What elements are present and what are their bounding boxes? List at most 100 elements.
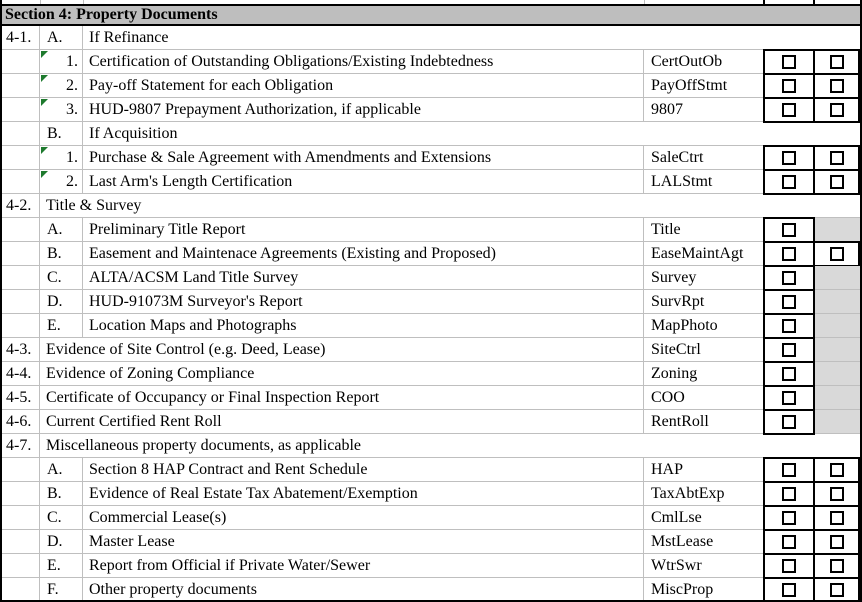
gridline [83,0,84,4]
checkbox-icon[interactable] [829,583,844,597]
error-indicator-icon [41,171,48,178]
checkbox-icon[interactable] [829,103,844,117]
checkbox-cell-col1[interactable] [763,241,815,267]
checkbox-icon[interactable] [829,487,844,501]
checkbox-cell-col1[interactable] [763,529,815,555]
item-description: Certificate of Occupancy or Final Inspec… [40,386,644,409]
checkbox-cell-col2[interactable] [813,529,860,555]
checkbox-cell-col2[interactable] [813,241,860,267]
table-row: A. Preliminary Title Report Title [2,217,860,243]
checkbox-column-border [813,0,815,4]
item-letter-cell: 1. [40,50,83,73]
checkbox-icon[interactable] [782,463,796,477]
item-description: Last Arm's Length Certification [83,170,644,193]
checkbox-cell-col2[interactable] [813,577,860,602]
checkbox-icon[interactable] [782,151,796,165]
item-number-cell: 4-1. [2,26,40,49]
checkbox-cell-col1[interactable] [763,145,815,171]
checkbox-cell-col1[interactable] [763,97,815,123]
na-shaded-cell [815,218,860,241]
checkbox-icon[interactable] [782,223,796,237]
checkbox-cell-col1[interactable] [763,577,815,602]
checkbox-cell-col1[interactable] [763,481,815,507]
item-number-cell [2,170,40,193]
checkbox-cell-col1[interactable] [763,361,815,387]
item-code: CmlLse [651,509,702,526]
checkbox-icon[interactable] [829,535,844,549]
checkbox-cell-col1[interactable] [763,457,815,483]
checkbox-icon[interactable] [782,55,796,69]
checkbox-icon[interactable] [782,535,796,549]
checkbox-icon[interactable] [829,463,844,477]
checkbox-cell-col2[interactable] [813,145,860,171]
item-number-cell [2,122,40,145]
checkbox-cell-col1[interactable] [763,73,815,99]
checkbox-icon[interactable] [782,295,796,309]
item-letter-cell: A. [40,218,83,241]
checkbox-cell-col1[interactable] [763,313,815,339]
checkbox-cell-col2[interactable] [813,169,860,195]
checkbox-icon[interactable] [829,175,844,189]
na-shaded-cell [815,386,860,409]
checkbox-icon[interactable] [782,415,796,429]
checkbox-cell-col1[interactable] [763,217,815,243]
checkbox-icon[interactable] [782,343,796,357]
table-row: 1. Certification of Outstanding Obligati… [2,49,860,75]
checkbox-icon[interactable] [782,247,796,261]
table-row: 4-4. Evidence of Zoning Compliance Zonin… [2,361,860,387]
checkbox-cell-col2[interactable] [813,553,860,579]
checkbox-icon[interactable] [782,79,796,93]
checkbox-icon[interactable] [829,247,844,261]
checkbox-icon[interactable] [782,559,796,573]
checkbox-cell-col2[interactable] [813,97,860,123]
checkbox-cell-col1[interactable] [763,265,815,291]
item-letter-label: E. [47,557,61,574]
checkbox-cell-col1[interactable] [763,289,815,315]
item-description: If Acquisition [89,125,178,142]
checkbox-cell-col2[interactable] [813,505,860,531]
item-number-cell: 4-5. [2,386,40,409]
checkbox-cell-col1[interactable] [763,409,815,435]
checkbox-cell-col1[interactable] [763,553,815,579]
error-indicator-icon [41,99,48,106]
item-letter-label: D. [47,533,63,550]
item-letter-cell: 2. [40,74,83,97]
checkbox-cell-col1[interactable] [763,505,815,531]
checkbox-cell-col2[interactable] [813,457,860,483]
checkbox-cell-col1[interactable] [763,337,815,363]
item-code: SaleCtrt [651,149,704,166]
item-number-cell: 4-7. [2,434,40,457]
checkbox-cell-col2[interactable] [813,481,860,507]
item-description: Evidence of Site Control (e.g. Deed, Lea… [40,338,644,361]
checkbox-icon[interactable] [782,319,796,333]
item-number-cell [2,266,40,289]
checkbox-cell-col1[interactable] [763,385,815,411]
checkbox-cell-col2[interactable] [813,73,860,99]
item-number-cell [2,578,40,601]
checkbox-icon[interactable] [782,367,796,381]
checkbox-icon[interactable] [782,391,796,405]
checkbox-icon[interactable] [782,175,796,189]
section-title: Section 4: Property Documents [2,4,860,26]
checkbox-icon[interactable] [782,103,796,117]
checkbox-icon[interactable] [829,511,844,525]
item-number-cell [2,50,40,73]
checkbox-cell-col2[interactable] [813,49,860,75]
checkbox-icon[interactable] [829,55,844,69]
item-description: Section 8 HAP Contract and Rent Schedule [83,458,644,481]
checkbox-icon[interactable] [829,559,844,573]
checkbox-icon[interactable] [782,271,796,285]
checkbox-cell-col1[interactable] [763,169,815,195]
checkbox-cell-col1[interactable] [763,49,815,75]
checkbox-icon[interactable] [829,79,844,93]
item-letter-cell: A. [40,26,83,49]
item-number-cell [2,218,40,241]
checkbox-icon[interactable] [782,511,796,525]
gridline [644,0,645,4]
checkbox-icon[interactable] [782,583,796,597]
checkbox-icon[interactable] [829,151,844,165]
item-number-cell [2,242,40,265]
checkbox-icon[interactable] [782,487,796,501]
item-letter-cell: A. [40,458,83,481]
